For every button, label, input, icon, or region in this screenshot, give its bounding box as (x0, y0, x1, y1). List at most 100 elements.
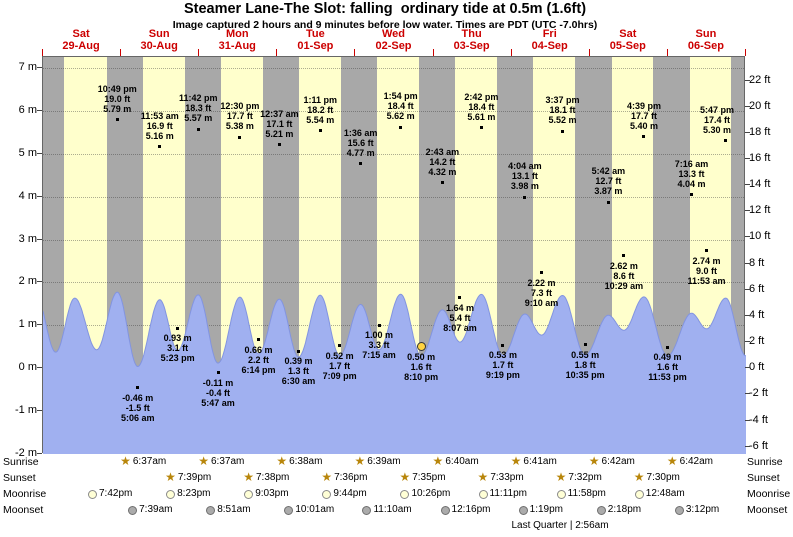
day-date: 30-Aug (140, 40, 178, 52)
tide-annotation-line: 1:36 am (343, 127, 378, 138)
tide-annotation-line: 0.66 m (244, 344, 273, 355)
ft-axis-label: 16 ft (749, 151, 771, 164)
ft-axis-tick (745, 262, 750, 264)
tide-annotation-line: 8.6 ft (613, 270, 635, 281)
tide-annotation-high: 11:42 pm 18.3 ft 5.57 m (170, 93, 226, 123)
moonrise-icon (556, 489, 566, 499)
sunrise-icon: ★ (198, 454, 209, 468)
tide-annotation-line: 4:39 pm (626, 100, 661, 111)
sunset-time: 7:38pm (255, 472, 290, 483)
tide-annotation-line: 5.38 m (225, 121, 254, 132)
tide-annotation-line: 11:53 am (687, 275, 726, 286)
tide-annotation-line: 18.3 ft (185, 103, 212, 114)
sunrise-icon: ★ (276, 454, 288, 468)
day-name: Sat (619, 28, 637, 40)
moonset-icon (362, 505, 372, 515)
tide-annotation-line: 0.55 m (571, 349, 600, 360)
chart-subtitle: Image captured 2 hours and 9 minutes bef… (172, 19, 598, 31)
moonset-time: 12:16pm (451, 504, 491, 515)
ft-axis-label: 10 ft (749, 230, 771, 243)
ft-axis-tick (745, 210, 750, 212)
tide-annotation-line: 5.16 m (145, 130, 174, 141)
day-label: Sat 29-Aug (46, 28, 116, 52)
tide-annotation-high: 3:37 pm 18.1 ft 5.52 m (535, 95, 591, 125)
tide-annotation-high: 5:42 am 12.7 ft 3.87 m (580, 166, 636, 196)
tide-annotation-low: 0.39 m 1.3 ft 6:30 am (270, 356, 326, 386)
ft-axis-tick (745, 419, 750, 421)
tide-annotation-line: 7:15 am (362, 350, 396, 361)
day-label: Fri 04-Sep (515, 28, 585, 52)
tide-annotation-line: 2.62 m (609, 260, 638, 271)
tide-annotation-low: 2.62 m 8.6 ft 10:29 am (596, 261, 652, 291)
ft-axis-label: 22 ft (749, 73, 771, 86)
moonset-time: 7:39am (139, 504, 173, 515)
sunrise-entry: ★ 6:39am (354, 455, 400, 468)
tide-extreme-dot (583, 343, 587, 347)
ft-axis-tick (745, 341, 750, 343)
ft-axis-label: 6 ft (749, 282, 765, 295)
tide-extreme-dot (724, 139, 728, 143)
tide-extreme-dot (642, 135, 646, 139)
tide-annotation-line: 5.79 m (103, 103, 132, 114)
tide-annotation-line: 12:30 pm (220, 101, 260, 112)
moonrise-entry: 7:42pm (88, 488, 132, 500)
gridline-2m (43, 282, 744, 284)
moonrise-time: 8:23pm (177, 488, 211, 499)
tide-annotation-line: 3.98 m (510, 181, 539, 192)
tide-annotation-line: 18.4 ft (468, 101, 495, 112)
tide-annotation-low: 0.49 m 1.6 ft 11:53 pm (639, 352, 695, 382)
gridline-5m (43, 153, 744, 155)
tide-annotation-line: 1.7 ft (329, 360, 351, 371)
tide-annotation-line: 4.04 m (677, 178, 706, 189)
tide-extreme-dot (606, 200, 610, 204)
sunrise-row-label-left: Sunrise (3, 456, 39, 468)
tide-annotation-low: -0.46 m -1.5 ft 5:06 am (110, 393, 166, 423)
moonset-icon (440, 505, 450, 515)
ft-axis-label: 2 ft (749, 335, 765, 348)
sunset-icon: ★ (477, 470, 489, 484)
tide-annotation-line: -1.5 ft (125, 402, 150, 413)
tide-annotation-line: 1.00 m (365, 330, 394, 341)
sunrise-entry: ★ 6:37am (120, 455, 166, 468)
moonset-entry: 10:01am (284, 504, 334, 516)
tide-annotation-high: 12:37 am 17.1 ft 5.21 m (251, 109, 307, 139)
tide-annotation-high: 1:11 pm 18.2 ft 5.54 m (292, 95, 348, 125)
sunset-entry: ★ 7:36pm (321, 471, 367, 484)
m-axis-label: 7 m (18, 60, 37, 73)
m-axis-tick (37, 109, 42, 111)
tide-annotation-low: 0.93 m 3.1 ft 5:23 pm (150, 333, 206, 363)
tide-annotation-high: 5:47 pm 17.4 ft 5.30 m (689, 105, 745, 135)
tide-annotation-line: 6:30 am (281, 376, 316, 387)
sunrise-time: 6:38am (289, 456, 323, 467)
tide-annotation-line: 1.3 ft (287, 366, 309, 377)
sunrise-time: 6:40am (445, 456, 479, 467)
moonset-time: 2:18pm (607, 504, 642, 515)
day-date: 05-Sep (609, 40, 646, 52)
moonset-time: 1:19pm (529, 504, 564, 515)
tide-extreme-dot (277, 143, 281, 147)
moonrise-entry: 10:26pm (400, 488, 450, 500)
tide-extreme-dot (176, 326, 180, 330)
moonrise-icon (244, 489, 254, 499)
tide-annotation-line: 3.1 ft (167, 343, 189, 354)
tide-annotation-high: 1:36 am 15.6 ft 4.77 m (333, 128, 389, 158)
moonrise-icon (634, 489, 644, 499)
ft-axis-tick (745, 105, 750, 107)
tide-annotation-line: 14.2 ft (429, 156, 456, 167)
tide-annotation-line: 11:53 pm (648, 372, 687, 383)
sunrise-entry: ★ 6:38am (276, 454, 323, 468)
tide-annotation-line: 12:37 am (260, 108, 299, 119)
tide-annotation-line: 5.40 m (629, 120, 658, 131)
day-boundary-tick (745, 49, 746, 56)
moonrise-row-label-right: Moonrise (747, 488, 791, 500)
tide-annotation-line: 13.1 ft (511, 171, 538, 182)
moonset-time: 3:12pm (685, 504, 720, 515)
sunset-row-label-right: Sunset (747, 472, 780, 484)
m-axis-label: 0 m (18, 361, 37, 374)
day-label: Mon 31-Aug (202, 28, 272, 52)
m-axis-tick (37, 367, 42, 369)
moonset-entry: 7:39am (128, 504, 172, 516)
moonrise-entry: 11:11pm (478, 488, 527, 500)
moonset-row-label-right: Moonset (747, 504, 788, 516)
sunset-time: 7:30pm (646, 472, 680, 483)
